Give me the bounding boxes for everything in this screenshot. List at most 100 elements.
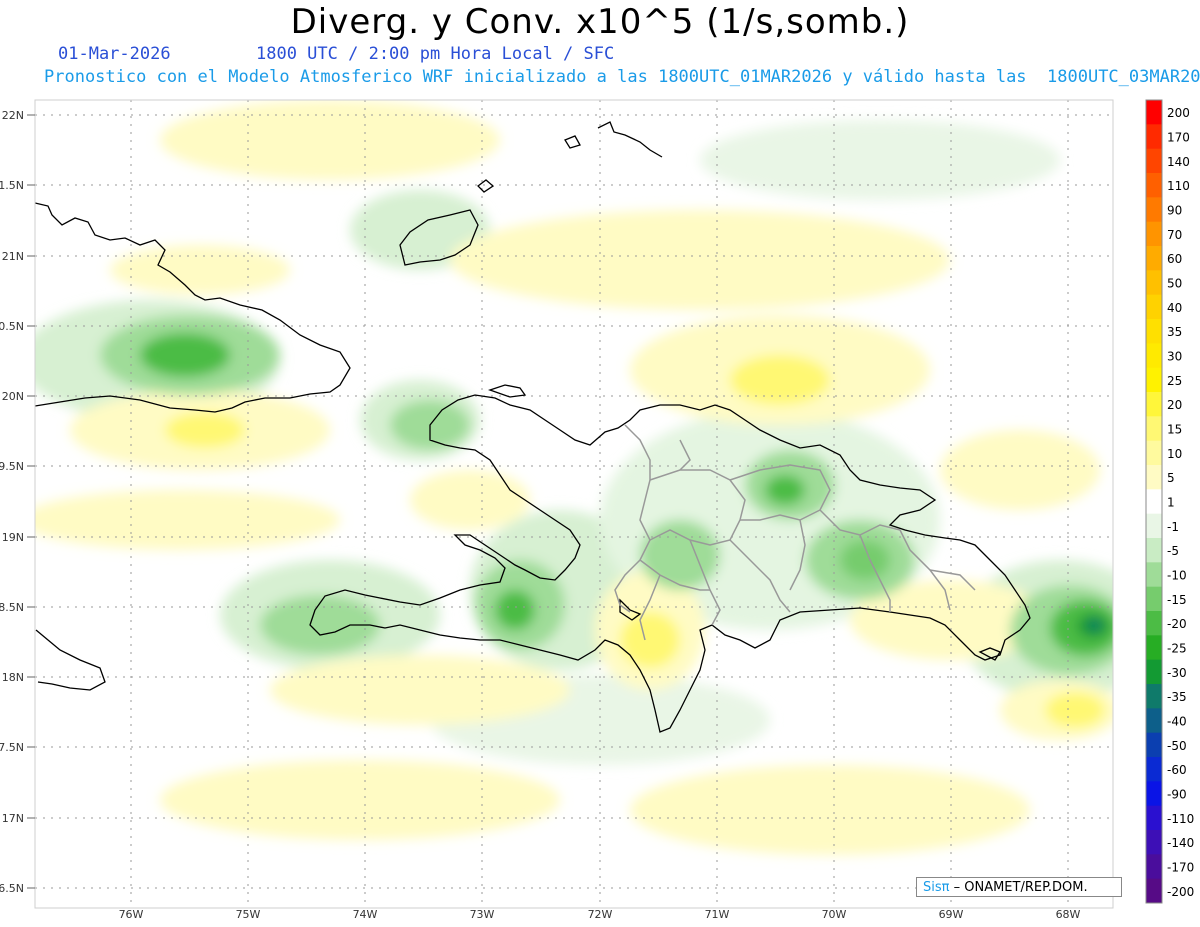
colorbar-label: 40 (1167, 301, 1182, 315)
colorbar-label: -200 (1167, 885, 1194, 899)
colorbar-label: -50 (1167, 739, 1187, 753)
colorbar-swatch (1146, 440, 1162, 466)
colorbar-label: -10 (1167, 569, 1187, 583)
colorbar-swatch (1146, 221, 1162, 247)
colorbar-label: -20 (1167, 617, 1187, 631)
colorbar-label: -40 (1167, 715, 1187, 729)
colorbar-swatch (1146, 416, 1162, 442)
colorbar-swatch (1146, 611, 1162, 636)
lon-label: 71W (705, 908, 730, 921)
plot-frame (34, 99, 1114, 909)
colorbar-swatch (1146, 148, 1162, 174)
colorbar-swatch (1146, 659, 1162, 685)
colorbar-label: -90 (1167, 788, 1187, 802)
colorbar-swatch (1146, 392, 1162, 417)
colorbar-swatch (1146, 562, 1162, 588)
colorbar-label: 20 (1167, 398, 1182, 412)
grid (35, 100, 1113, 908)
colorbar-swatch (1146, 513, 1162, 539)
colorbar-swatch (1146, 124, 1162, 150)
lat-label: 9.5N (0, 460, 24, 473)
colorbar-label: 110 (1167, 179, 1190, 193)
coastlines (35, 121, 1031, 733)
colorbar-label: 10 (1167, 447, 1182, 461)
colorbar-swatch (1146, 246, 1162, 271)
lat-label: 17N (2, 812, 24, 825)
colorbar-label: -15 (1167, 593, 1187, 607)
colorbar-swatch (1146, 854, 1162, 880)
colorbar-frame (1145, 99, 1163, 904)
colorbar-label: 5 (1167, 471, 1175, 485)
colorbar-label: 30 (1167, 350, 1182, 364)
lat-label: 7.5N (0, 741, 24, 754)
credit-box: Sisπ – ONAMET/REP.DOM. (916, 877, 1122, 897)
lon-label: 74W (353, 908, 378, 921)
colorbar-label: 1 (1167, 496, 1175, 510)
colorbar-swatch (1146, 732, 1162, 758)
colorbar-swatch (1146, 367, 1162, 393)
lat-label: 19N (2, 531, 24, 544)
colorbar-label: -35 (1167, 690, 1187, 704)
colorbar-swatch (1146, 319, 1162, 344)
colorbar: 200 170 140 110 90 70 60 50 40 35 30 25 20 15 10 5 1 -1 -5… (1145, 99, 1194, 904)
colorbar-label: 60 (1167, 252, 1182, 266)
colorbar-swatch (1146, 757, 1162, 782)
sispi-logo: Sisπ (923, 880, 950, 895)
lat-ticks (27, 114, 35, 889)
lon-label: 68W (1056, 908, 1081, 921)
lat-label: 22N (2, 109, 24, 122)
colorbar-label: 25 (1167, 374, 1182, 388)
colorbar-label: 170 (1167, 131, 1190, 145)
colorbar-label: -30 (1167, 666, 1187, 680)
colorbar-label: 200 (1167, 106, 1190, 120)
forecast-info: Pronostico con el Modelo Atmosferico WRF… (44, 67, 1200, 87)
colorbar-swatch (1146, 343, 1162, 369)
colorbar-swatch (1146, 635, 1162, 661)
lon-label: 72W (588, 908, 613, 921)
divergence-field (35, 100, 1113, 908)
lat-label: 8.5N (0, 601, 24, 614)
colorbar-swatch (1146, 684, 1162, 709)
colorbar-label: 140 (1167, 155, 1190, 169)
colorbar-swatch (1146, 489, 1162, 515)
colorbar-swatch (1146, 100, 1162, 125)
lon-label: 76W (119, 908, 144, 921)
lat-label: 6.5N (0, 882, 24, 895)
credit-text: – ONAMET/REP.DOM. (953, 880, 1088, 895)
colorbar-swatch (1146, 173, 1162, 198)
colorbar-swatch (1146, 465, 1162, 490)
colorbar-label: 35 (1167, 325, 1182, 339)
colorbar-swatch (1146, 294, 1162, 320)
lat-label: 0.5N (0, 320, 24, 333)
colorbar-label: -5 (1167, 544, 1179, 558)
lat-axis: 22N 1.5N 21N 0.5N 20N 9.5N 19N 8.5N 18N … (0, 109, 24, 895)
colorbar-swatch (1146, 830, 1162, 855)
lat-label: 18N (2, 671, 24, 684)
colorbar-swatch (1146, 197, 1162, 223)
colorbar-swatch (1146, 878, 1162, 904)
date-label: 01-Mar-2026 (58, 44, 171, 64)
lon-label: 75W (236, 908, 261, 921)
lat-label: 1.5N (0, 179, 24, 192)
colorbar-swatch (1146, 538, 1162, 563)
colorbar-label: 50 (1167, 277, 1182, 291)
lon-axis: 76W 75W 74W 73W 72W 71W 70W 69W 68W (119, 908, 1081, 921)
colorbar-label: -25 (1167, 642, 1187, 656)
colorbar-label: -140 (1167, 836, 1194, 850)
lon-label: 73W (470, 908, 495, 921)
colorbar-label: 15 (1167, 423, 1182, 437)
lat-label: 21N (2, 250, 24, 263)
province-borders (614, 424, 976, 641)
colorbar-label: -1 (1167, 520, 1179, 534)
chart-title: Diverg. y Conv. x10^5 (1/s,somb.) (290, 2, 910, 42)
colorbar-swatch (1146, 708, 1162, 734)
colorbar-swatch (1146, 586, 1162, 612)
colorbar-swatch (1146, 805, 1162, 831)
colorbar-label: 70 (1167, 228, 1182, 242)
colorbar-swatch (1146, 781, 1162, 807)
colorbar-label: -60 (1167, 763, 1187, 777)
colorbar-swatch (1146, 270, 1162, 296)
lat-label: 20N (2, 390, 24, 403)
colorbar-label: -170 (1167, 861, 1194, 875)
colorbar-label: -110 (1167, 812, 1194, 826)
